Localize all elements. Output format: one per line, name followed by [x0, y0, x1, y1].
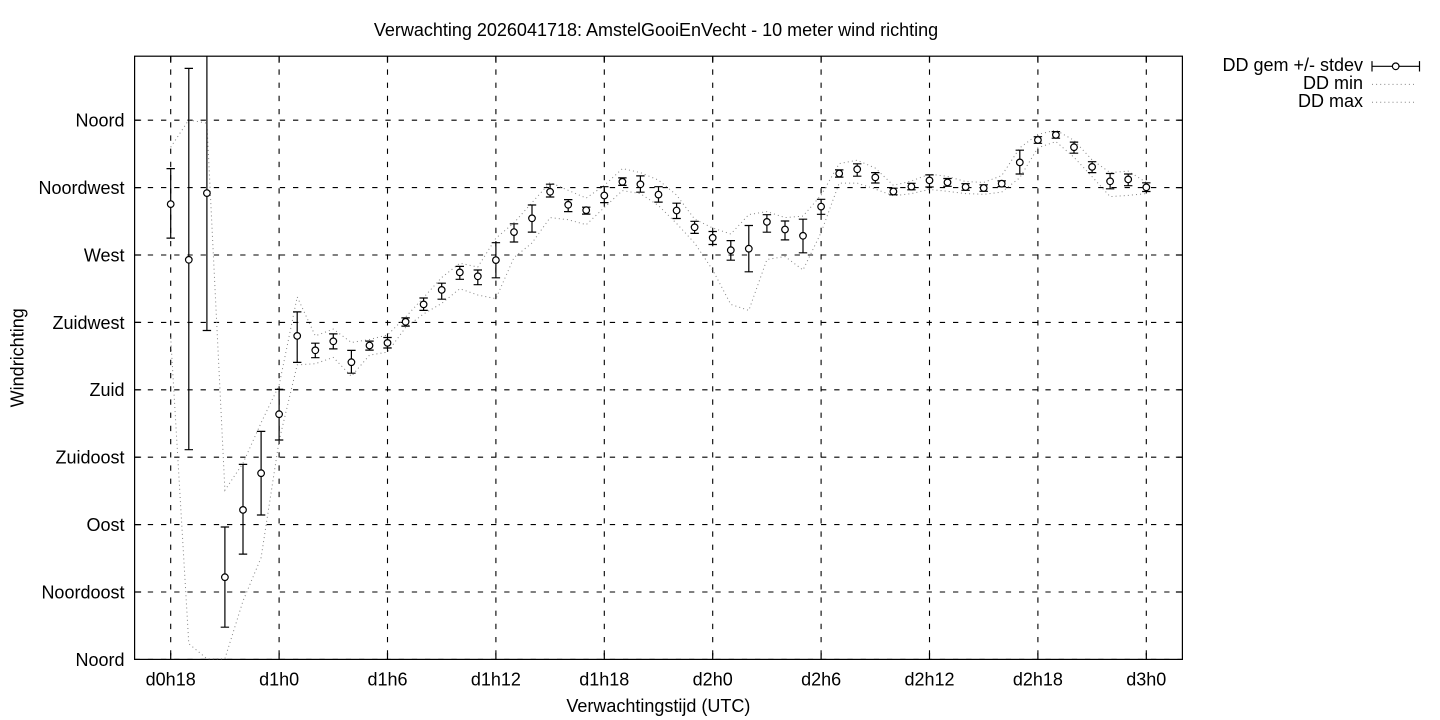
svg-text:Noord: Noord [75, 650, 124, 670]
svg-text:Zuidoost: Zuidoost [55, 448, 124, 468]
svg-text:Verwachting 2026041718: Amstel: Verwachting 2026041718: AmstelGooiEnVech… [374, 20, 938, 40]
svg-text:Verwachtingstijd (UTC): Verwachtingstijd (UTC) [566, 696, 750, 716]
svg-text:d2h12: d2h12 [904, 670, 954, 690]
svg-text:Windrichting: Windrichting [8, 308, 28, 407]
svg-text:Oost: Oost [86, 515, 124, 535]
svg-text:DD max: DD max [1298, 91, 1363, 111]
svg-text:Zuid: Zuid [89, 380, 124, 400]
svg-text:Noord: Noord [75, 111, 124, 131]
svg-text:d1h18: d1h18 [579, 670, 629, 690]
svg-text:d2h6: d2h6 [801, 670, 841, 690]
svg-text:d1h0: d1h0 [259, 670, 299, 690]
svg-text:d2h0: d2h0 [693, 670, 733, 690]
svg-text:Noordwest: Noordwest [38, 178, 124, 198]
svg-text:d0h18: d0h18 [146, 670, 196, 690]
svg-text:d1h12: d1h12 [471, 670, 521, 690]
svg-text:DD gem +/- stdev: DD gem +/- stdev [1222, 55, 1363, 75]
svg-text:d1h6: d1h6 [367, 670, 407, 690]
svg-text:d3h0: d3h0 [1126, 670, 1166, 690]
svg-text:DD min: DD min [1303, 73, 1363, 93]
svg-text:d2h18: d2h18 [1013, 670, 1063, 690]
svg-text:West: West [84, 245, 125, 265]
svg-text:Noordoost: Noordoost [41, 582, 124, 602]
svg-text:Zuidwest: Zuidwest [52, 313, 124, 333]
